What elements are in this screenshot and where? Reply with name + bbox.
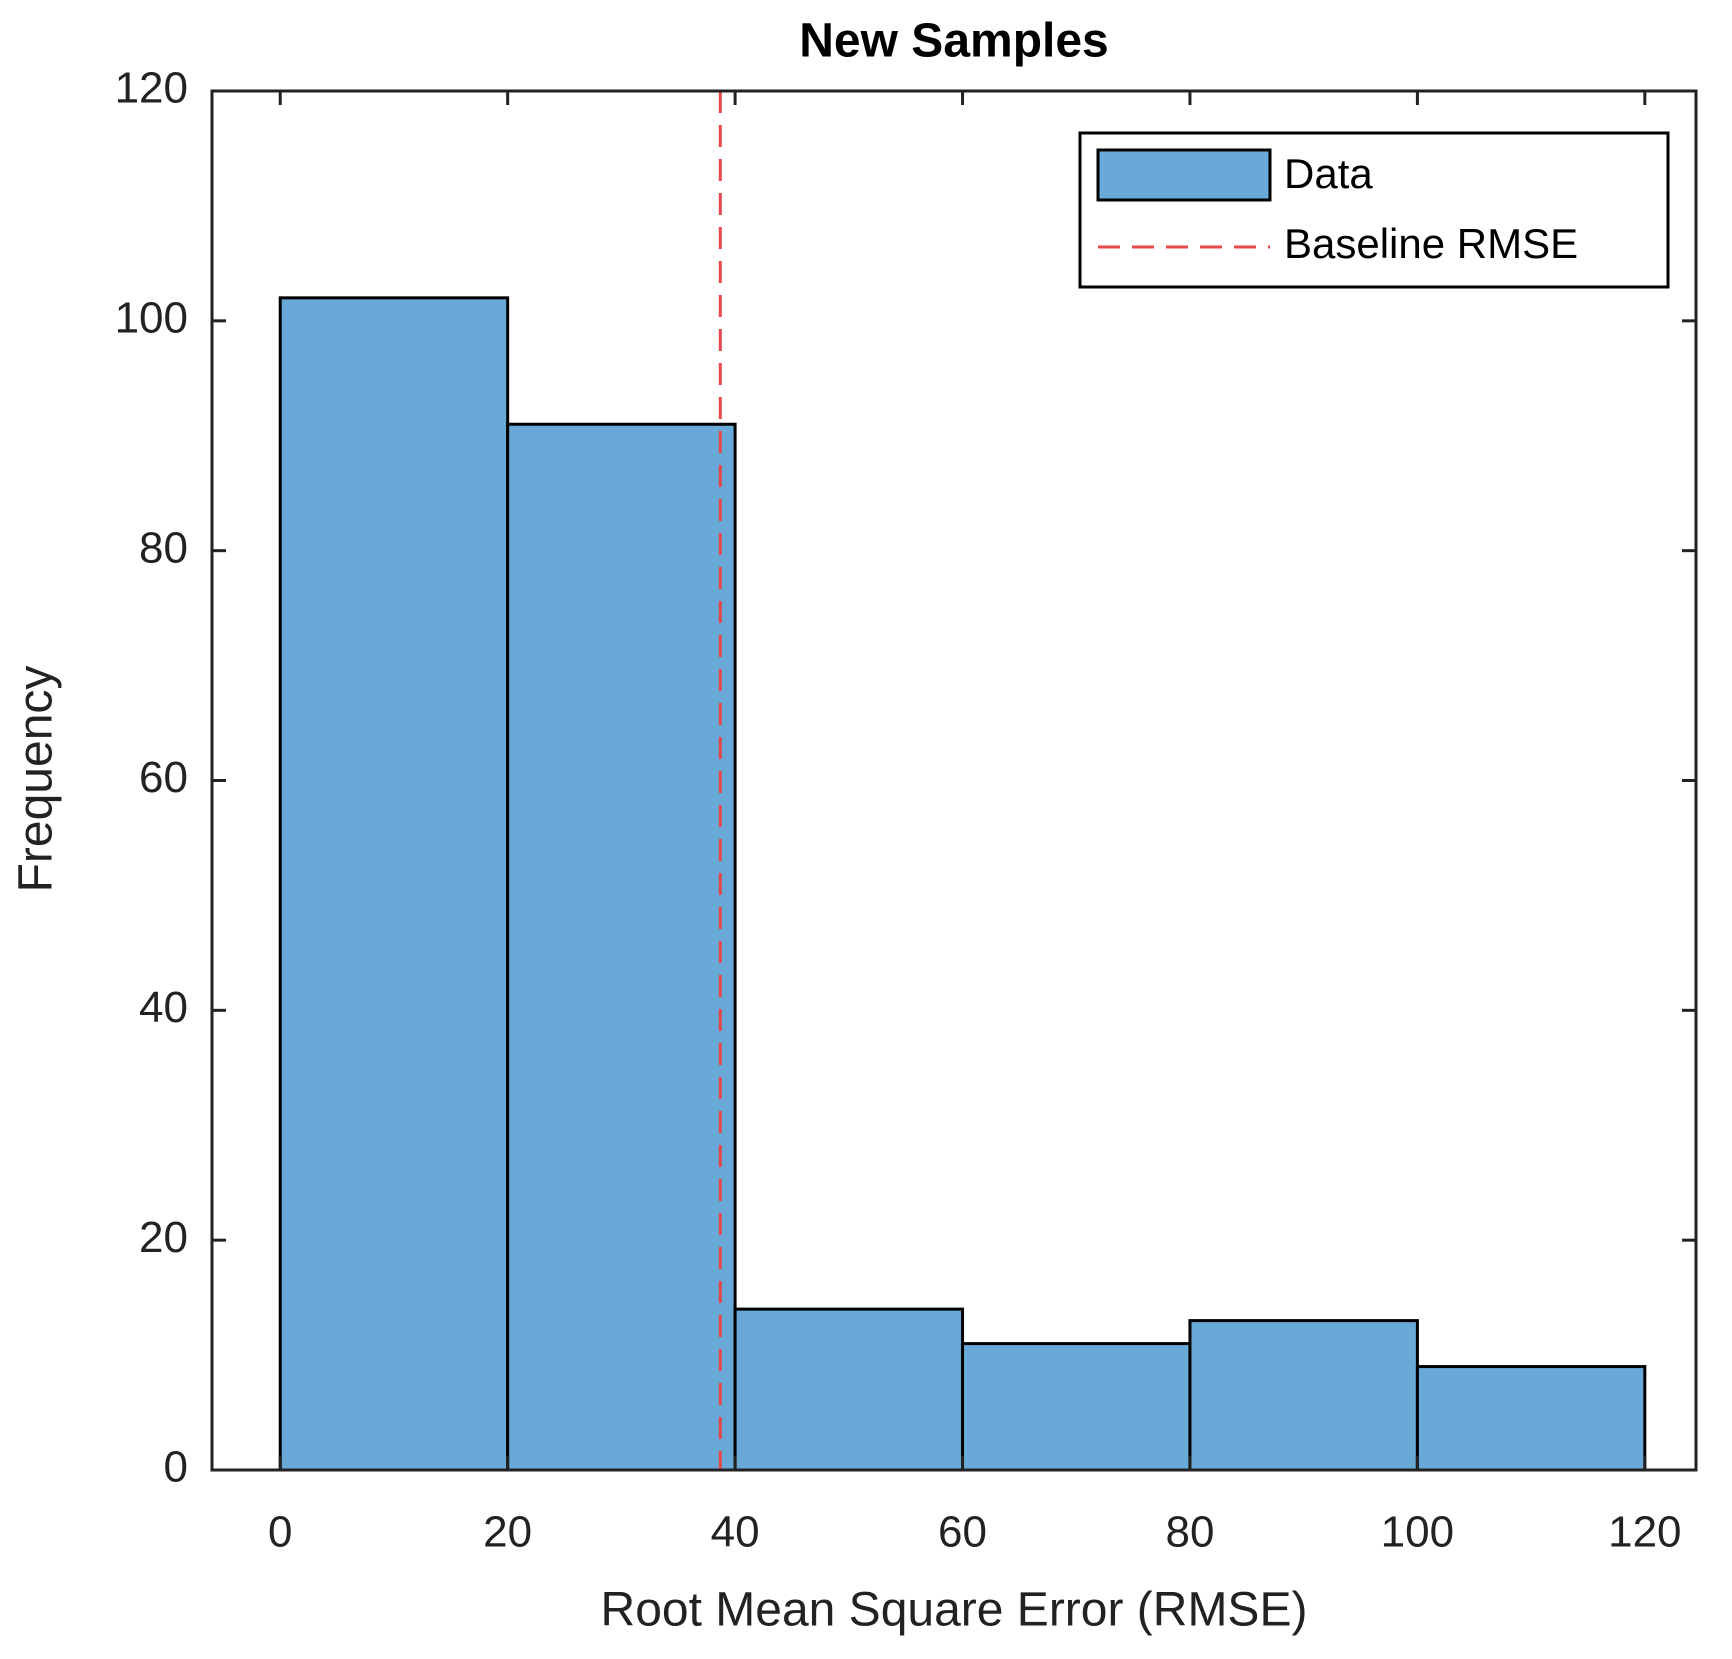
legend-swatch bbox=[1096, 148, 1272, 202]
y-tick-label: 40 bbox=[139, 983, 188, 1032]
y-tick-label: 80 bbox=[139, 523, 188, 572]
chart-title: New Samples bbox=[799, 15, 1108, 68]
y-tick-label: 0 bbox=[164, 1443, 188, 1492]
y-tick-label: 100 bbox=[115, 293, 188, 342]
legend-label: Data bbox=[1284, 150, 1373, 197]
x-tick-label: 120 bbox=[1608, 1508, 1681, 1557]
x-axis-label: Root Mean Square Error (RMSE) bbox=[601, 1584, 1308, 1637]
y-tick-label: 120 bbox=[115, 64, 188, 113]
x-tick-label: 40 bbox=[711, 1508, 760, 1557]
x-tick-label: 100 bbox=[1381, 1508, 1454, 1557]
x-tick-label: 0 bbox=[268, 1508, 292, 1557]
bar bbox=[733, 1307, 965, 1472]
y-axis-label: Frequency bbox=[10, 666, 63, 893]
bar bbox=[278, 296, 510, 1472]
bar bbox=[1188, 1319, 1419, 1472]
legend-label: Baseline RMSE bbox=[1284, 220, 1578, 267]
x-tick-label: 60 bbox=[938, 1508, 987, 1557]
y-tick-label: 20 bbox=[139, 1213, 188, 1262]
x-tick-label: 20 bbox=[483, 1508, 532, 1557]
bar bbox=[1415, 1365, 1647, 1472]
x-tick-label: 80 bbox=[1165, 1508, 1214, 1557]
y-tick-label: 60 bbox=[139, 753, 188, 802]
bar bbox=[961, 1342, 1192, 1472]
bar bbox=[506, 422, 737, 1472]
